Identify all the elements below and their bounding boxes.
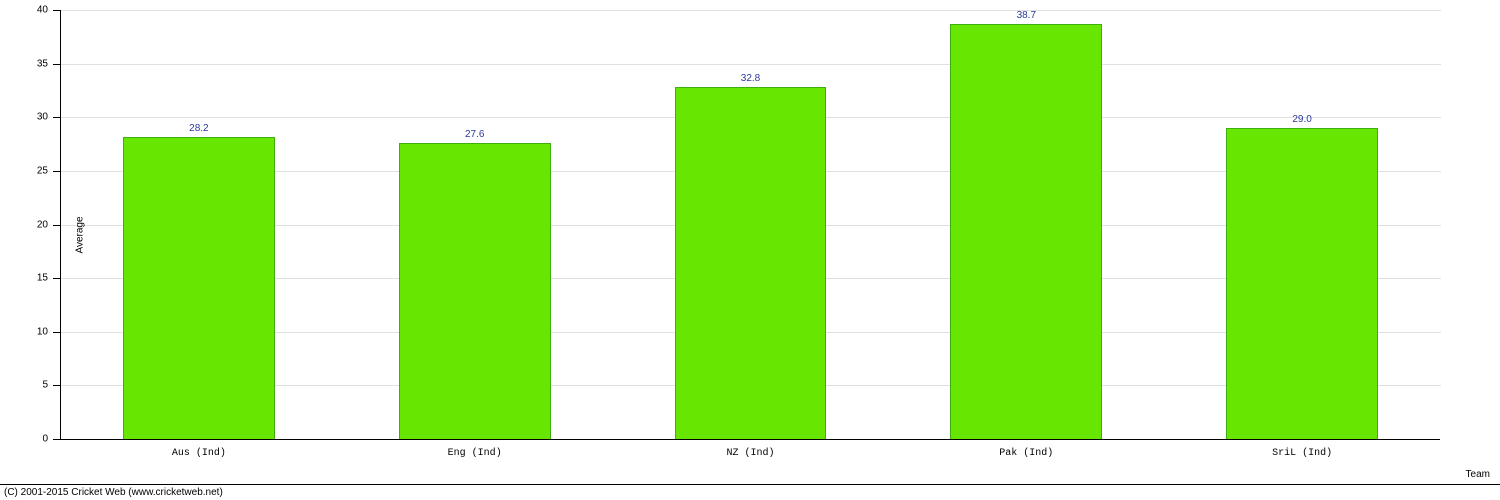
y-tick-label: 20 (37, 219, 48, 230)
bar (1226, 128, 1378, 439)
y-tick (53, 171, 61, 172)
y-tick-label: 15 (37, 273, 48, 284)
x-axis-label: Team (1466, 469, 1490, 480)
y-tick-label: 40 (37, 5, 48, 16)
y-tick (53, 64, 61, 65)
y-tick-label: 25 (37, 165, 48, 176)
y-tick (53, 10, 61, 11)
bar-value-label: 27.6 (465, 129, 484, 140)
gridline (61, 10, 1441, 11)
y-tick-label: 0 (42, 434, 48, 445)
x-tick-label: Pak (Ind) (999, 448, 1053, 459)
y-axis-label: Average (75, 216, 86, 253)
y-tick-label: 35 (37, 58, 48, 69)
y-tick (53, 117, 61, 118)
bar (123, 137, 275, 439)
x-tick-label: SriL (Ind) (1272, 448, 1332, 459)
bar (399, 143, 551, 439)
x-tick-label: NZ (Ind) (726, 448, 774, 459)
y-tick-label: 30 (37, 112, 48, 123)
copyright-text: (C) 2001-2015 Cricket Web (www.cricketwe… (0, 484, 1500, 500)
y-tick (53, 439, 61, 440)
y-tick-label: 5 (42, 380, 48, 391)
x-tick-label: Eng (Ind) (448, 448, 502, 459)
y-tick-label: 10 (37, 326, 48, 337)
bar (675, 87, 827, 439)
chart-container: 051015202530354028.2Aus (Ind)27.6Eng (In… (60, 10, 1480, 460)
x-tick-label: Aus (Ind) (172, 448, 226, 459)
plot-area: 051015202530354028.2Aus (Ind)27.6Eng (In… (60, 10, 1440, 440)
bar-value-label: 32.8 (741, 73, 760, 84)
bar-value-label: 29.0 (1292, 114, 1311, 125)
bar (950, 24, 1102, 439)
y-tick (53, 278, 61, 279)
gridline (61, 64, 1441, 65)
y-tick (53, 225, 61, 226)
bar-value-label: 38.7 (1017, 10, 1036, 21)
y-tick (53, 332, 61, 333)
bar-value-label: 28.2 (189, 123, 208, 134)
y-tick (53, 385, 61, 386)
